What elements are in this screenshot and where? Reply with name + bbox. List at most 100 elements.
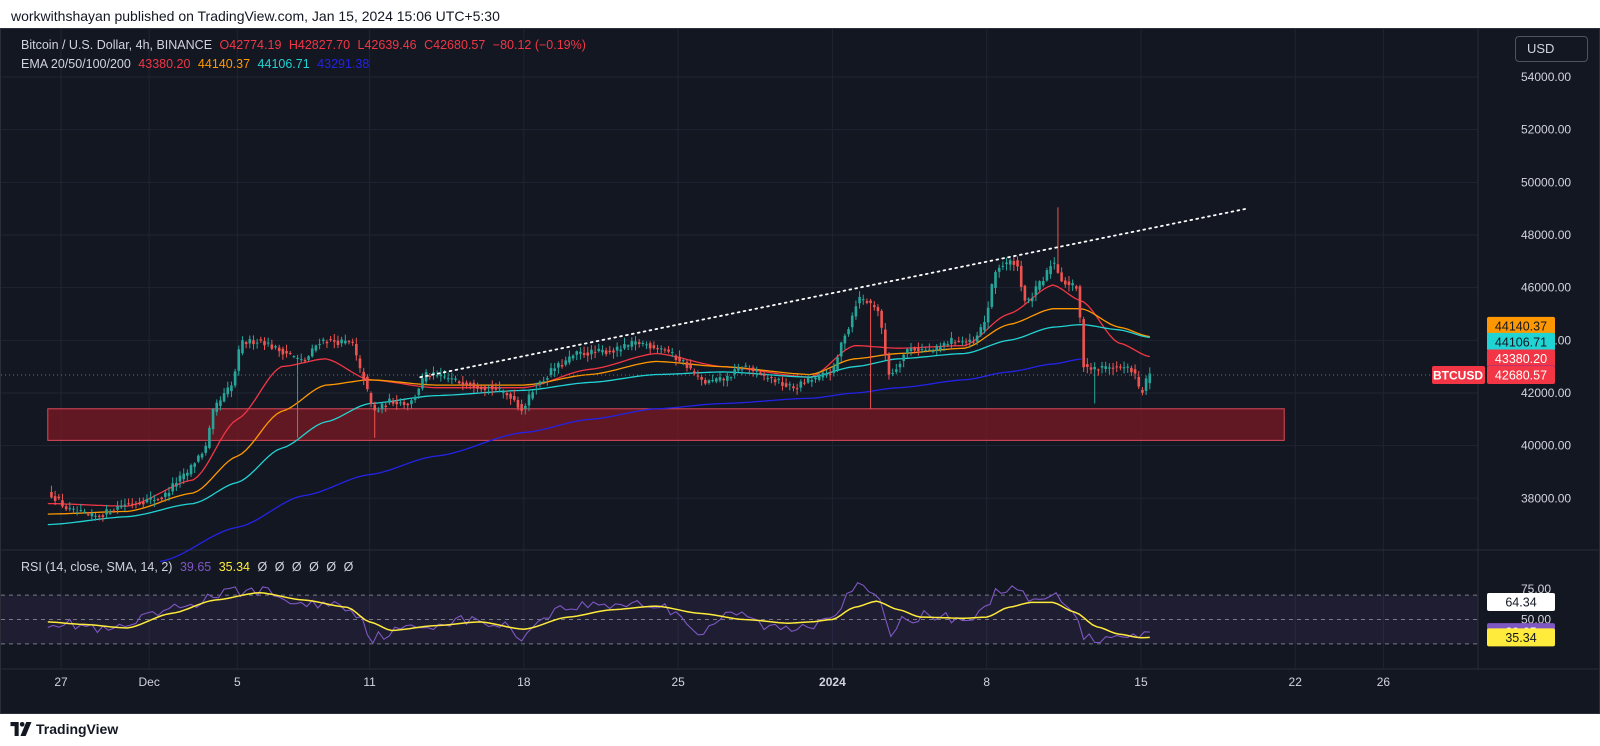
candle (700, 375, 703, 386)
candle (883, 323, 887, 360)
candle (861, 294, 865, 305)
candle (799, 379, 803, 392)
candle (748, 365, 751, 375)
candle (1001, 261, 1005, 270)
candle (590, 345, 593, 360)
candle (582, 346, 586, 358)
rsi-extra-1: Ø (257, 560, 268, 574)
candle (821, 371, 825, 381)
candle-body (560, 365, 564, 367)
candle (175, 477, 178, 492)
candle (1130, 365, 1133, 376)
candle (384, 402, 388, 412)
candle (711, 374, 714, 383)
ema-label[interactable]: EMA 20/50/100/200 (21, 57, 131, 71)
candle (325, 339, 329, 349)
candle-body (384, 405, 388, 407)
candle-body (766, 378, 770, 380)
candle-body (850, 315, 854, 328)
symbol-title[interactable]: Bitcoin / U.S. Dollar, 4h, BINANCE (21, 38, 213, 52)
candle (733, 363, 736, 379)
candle-body (64, 506, 68, 510)
tradingview-footer[interactable]: TradingView (10, 718, 118, 740)
rsi-price-tag[interactable]: 64.34 (1487, 593, 1555, 612)
candle-body (1005, 262, 1008, 264)
candle-body (108, 513, 112, 515)
candle-body (366, 376, 369, 390)
candle (663, 347, 667, 353)
ema-price-tag[interactable]: 43380.20 (1487, 349, 1555, 368)
candle-body (707, 380, 711, 383)
candle (461, 375, 465, 391)
candle (1060, 267, 1063, 283)
ema-price-tag[interactable]: 44140.37 (1487, 316, 1555, 335)
candle (1104, 361, 1107, 373)
candle-body (450, 378, 454, 380)
candle (439, 367, 443, 382)
candle (579, 347, 582, 360)
candle-body (105, 509, 108, 515)
candle-body (164, 492, 167, 497)
support-zone[interactable] (47, 408, 1285, 441)
candle (274, 344, 277, 350)
candle (623, 337, 626, 351)
candle-body (380, 403, 384, 410)
symbol-legend: Bitcoin / U.S. Dollar, 4h, BINANCE O4277… (21, 38, 590, 52)
candle-body (318, 344, 321, 346)
price-tick-label: 38000.00 (1521, 491, 1571, 505)
candle (715, 377, 718, 384)
candle (127, 498, 130, 506)
candle-body (604, 350, 608, 355)
current-price-tag-text: 42680.57 (1495, 369, 1547, 383)
candle-body (53, 496, 57, 501)
candle-body (1100, 365, 1104, 368)
candle (520, 399, 523, 415)
candle (156, 497, 160, 502)
candle (472, 379, 476, 393)
candle-body (737, 367, 740, 371)
candle (292, 355, 296, 359)
candle (1005, 257, 1008, 271)
candle-body (241, 340, 244, 354)
candle (1108, 363, 1111, 375)
candle (681, 358, 685, 366)
candle (524, 403, 527, 415)
candle-body (270, 344, 274, 349)
current-price-tag-symbol-text: BTCUSD (1433, 369, 1483, 383)
candle-body (964, 341, 968, 343)
tradingview-logo-icon (10, 722, 32, 736)
current-price-tag[interactable]: 42680.57 BTCUSD (1432, 366, 1555, 385)
price-tags: 44140.3744106.7143380.2043291.3842680.57… (1432, 316, 1555, 647)
price-chart[interactable]: 38000.0040000.0042000.0044000.0046000.00… (1, 29, 1599, 713)
candle (575, 350, 579, 361)
candle-body (399, 402, 402, 404)
candle (1052, 257, 1056, 270)
candle (263, 337, 266, 350)
candle (505, 390, 509, 400)
rsi-label[interactable]: RSI (14, close, SMA, 14, 2) (21, 560, 173, 574)
currency-button[interactable]: USD (1515, 36, 1588, 62)
candle (255, 338, 259, 349)
candle-body (472, 382, 476, 388)
candle-body (898, 363, 902, 368)
candle (380, 402, 384, 414)
candle-body (391, 401, 395, 404)
candle (1012, 255, 1016, 272)
candle-body (490, 386, 494, 390)
candle-body (975, 335, 979, 342)
resistance-trendline[interactable] (419, 207, 1248, 379)
candle-body (417, 388, 421, 395)
candle (171, 477, 174, 495)
candle (237, 345, 241, 376)
candle (299, 353, 303, 363)
candle (189, 463, 193, 477)
rsi-price-tag[interactable]: 35.34 (1487, 628, 1555, 647)
candle-body (509, 393, 512, 399)
candle-body (461, 382, 465, 386)
candle (839, 341, 843, 362)
candle-body (252, 340, 255, 345)
candle (740, 366, 744, 375)
ema-price-tag[interactable]: 44106.71 (1487, 332, 1555, 351)
candle-body (186, 472, 189, 476)
candle (788, 381, 792, 391)
